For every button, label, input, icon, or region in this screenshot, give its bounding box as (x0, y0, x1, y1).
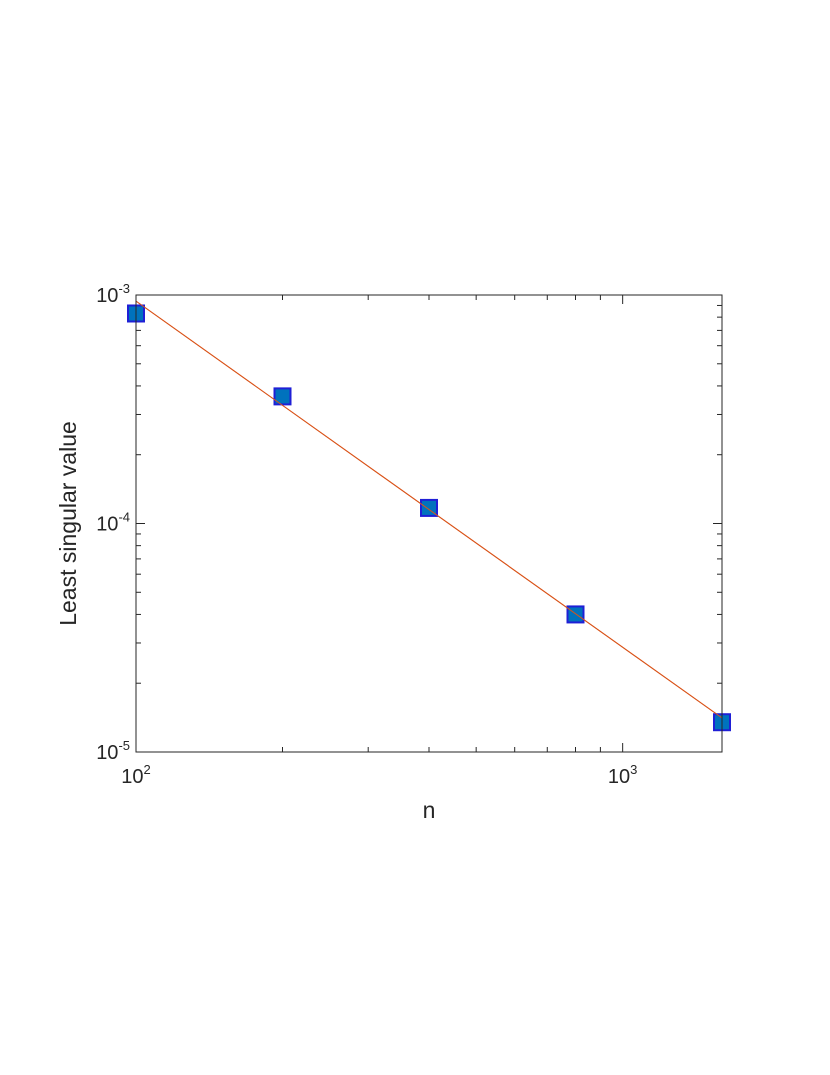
x-tick-label: 102 (121, 762, 150, 788)
tick-labels: 102 103 10-3 10-4 10-5 (96, 281, 637, 788)
plot-area (127, 300, 731, 732)
y-tick-label: 10-4 (96, 510, 130, 536)
plot-frame (135, 294, 723, 753)
y-tick-label: 10-5 (96, 738, 130, 764)
y-axis-label: Least singular value (55, 421, 81, 626)
x-axis-label: n (423, 797, 436, 823)
x-tick-label: 103 (608, 762, 637, 788)
y-tick-label: 10-3 (96, 281, 130, 307)
data-point-marker (273, 387, 292, 406)
fit-line-overlay (135, 300, 723, 719)
data-point-marker (566, 605, 585, 624)
